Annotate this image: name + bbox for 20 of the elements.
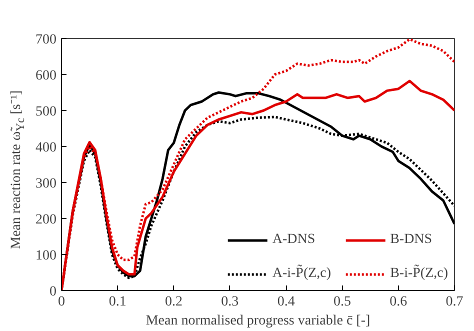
y-tick-label: 300 xyxy=(36,176,56,192)
x-axis-title: Mean normalised progress variable c̄ [-] xyxy=(146,314,370,328)
legend-label: B-i-P̃(Z,c) xyxy=(390,266,448,282)
y-tick-label: 100 xyxy=(36,248,56,264)
x-tick-label: 0.6 xyxy=(390,294,408,310)
x-tick-label: 0.3 xyxy=(221,294,239,310)
y-tick-label: 400 xyxy=(36,140,56,156)
x-tick-label: 0.7 xyxy=(446,294,464,310)
x-tick-label: 0.5 xyxy=(333,294,351,310)
y-tick-label: 0 xyxy=(50,284,56,300)
x-tick-label: 0.2 xyxy=(165,294,183,310)
legend-label: A-DNS xyxy=(272,232,316,248)
y-tick-label: 500 xyxy=(36,104,56,120)
y-tick-label: 700 xyxy=(36,32,56,48)
legend-label: B-DNS xyxy=(390,232,432,248)
y-tick-label: 200 xyxy=(36,212,56,228)
x-tick-label: 0.1 xyxy=(108,294,126,310)
legend-label: A-i-P̃(Z,c) xyxy=(272,266,332,282)
x-tick-label: 0.4 xyxy=(277,294,295,310)
y-tick-label: 600 xyxy=(36,68,56,84)
